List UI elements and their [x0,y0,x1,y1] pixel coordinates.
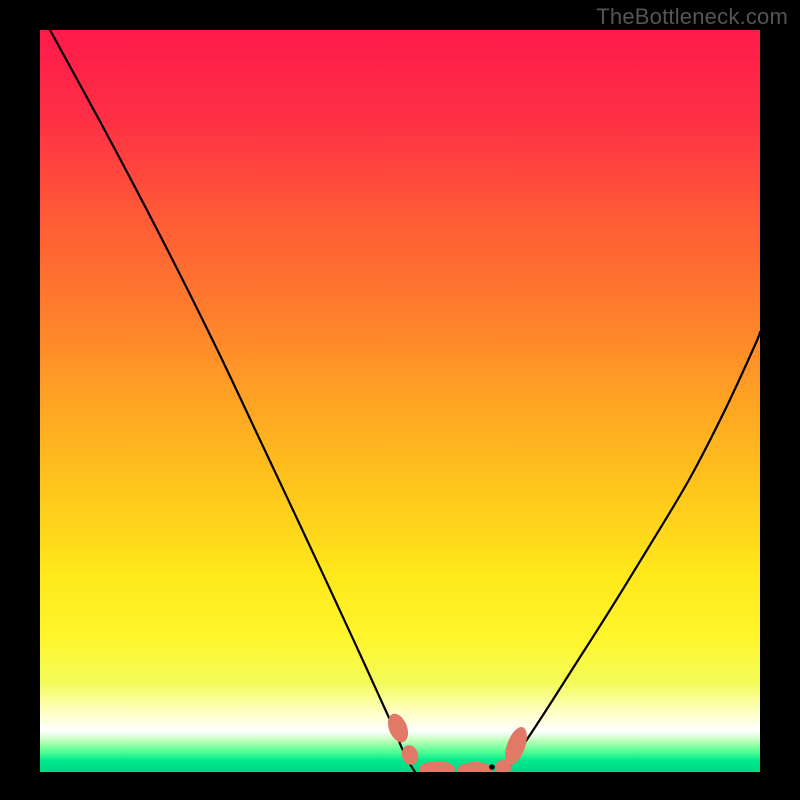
floor-marker [495,760,511,776]
plot-background [40,30,760,772]
floor-marker [419,761,455,777]
floor-marker [457,762,493,778]
valley-dot [489,764,495,770]
bottleneck-chart [0,0,800,800]
watermark-text: TheBottleneck.com [596,4,788,30]
